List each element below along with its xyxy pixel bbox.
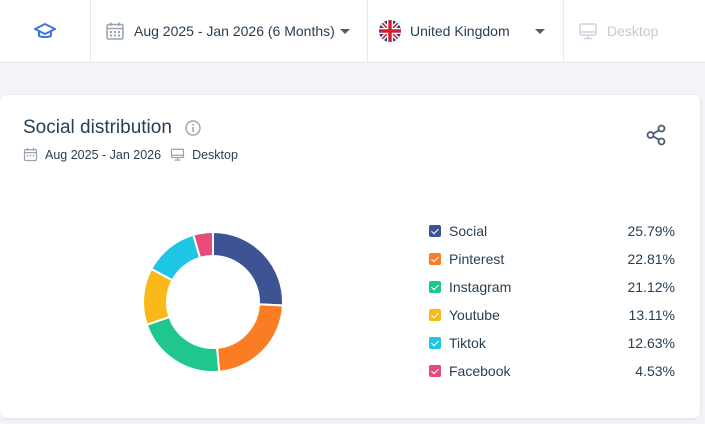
donut-slice-tiktok[interactable] <box>149 233 202 282</box>
date-range-selector[interactable]: Aug 2025 - Jan 2026 (6 Months) <box>91 0 368 63</box>
legend-item-pinterest[interactable]: Pinterest 22.81% <box>429 245 675 273</box>
legend-label: Social <box>449 223 488 239</box>
legend-checkbox-icon[interactable] <box>429 365 441 377</box>
legend-value: 25.79% <box>627 223 675 239</box>
legend-checkbox-icon[interactable] <box>429 337 441 349</box>
legend-item-youtube[interactable]: Youtube 13.11% <box>429 301 675 329</box>
legend-value: 21.12% <box>627 279 675 295</box>
subtitle-date: Aug 2025 - Jan 2026 <box>45 147 162 162</box>
info-icon[interactable] <box>185 120 201 136</box>
graduation-cap-icon <box>34 22 56 40</box>
social-donut-chart <box>142 230 284 373</box>
card-title-text: Social distribution <box>23 117 172 138</box>
card-subtitle: Aug 2025 - Jan 2026 Desktop <box>23 147 238 162</box>
chevron-down-icon <box>339 28 350 34</box>
top-filter-bar: Aug 2025 - Jan 2026 (6 Months) United Ki… <box>0 0 705 63</box>
legend-checkbox-icon[interactable] <box>429 309 441 321</box>
legend-value: 22.81% <box>627 251 675 267</box>
legend-item-facebook[interactable]: Facebook 4.53% <box>429 357 675 385</box>
donut-slice-pinterest[interactable] <box>215 303 284 373</box>
subtitle-device: Desktop <box>192 147 238 162</box>
legend-label: Instagram <box>449 279 512 295</box>
legend-value: 4.53% <box>635 363 675 379</box>
legend-value: 13.11% <box>628 307 675 323</box>
legend-item-social[interactable]: Social 25.79% <box>429 217 675 245</box>
legend-label: Facebook <box>449 363 511 379</box>
legend-checkbox-icon[interactable] <box>429 253 441 265</box>
chart-legend: Social 25.79% Pinterest 22.81% Instagram 21.1… <box>429 217 675 385</box>
desktop-icon <box>170 147 185 162</box>
calendar-icon <box>23 147 38 162</box>
donut-slice-facebook[interactable] <box>192 230 214 260</box>
legend-value: 12.63% <box>627 335 675 351</box>
academy-button[interactable] <box>0 0 91 63</box>
legend-label: Pinterest <box>449 251 505 267</box>
chevron-down-icon <box>535 28 545 34</box>
legend-item-tiktok[interactable]: Tiktok 12.63% <box>429 329 675 357</box>
legend-checkbox-icon[interactable] <box>429 281 441 293</box>
calendar-icon <box>105 21 125 41</box>
card-title: Social distribution <box>23 117 201 139</box>
country-label: United Kingdom <box>410 23 510 39</box>
device-selector[interactable]: Desktop <box>564 0 705 63</box>
donut-slice-instagram[interactable] <box>145 315 221 373</box>
legend-checkbox-icon[interactable] <box>429 225 441 237</box>
donut-slice-social[interactable] <box>212 230 284 307</box>
social-distribution-card: Social distribution Aug 2025 - Jan 2026 <box>0 95 700 418</box>
country-selector[interactable]: United Kingdom <box>368 0 564 63</box>
legend-item-instagram[interactable]: Instagram 21.12% <box>429 273 675 301</box>
share-icon <box>645 124 667 146</box>
device-label: Desktop <box>607 23 659 39</box>
legend-label: Tiktok <box>449 335 486 351</box>
legend-label: Youtube <box>449 307 500 323</box>
desktop-icon <box>578 21 598 41</box>
uk-flag-icon <box>379 20 401 42</box>
share-button[interactable] <box>645 124 667 151</box>
date-range-label: Aug 2025 - Jan 2026 (6 Months) <box>134 23 335 39</box>
